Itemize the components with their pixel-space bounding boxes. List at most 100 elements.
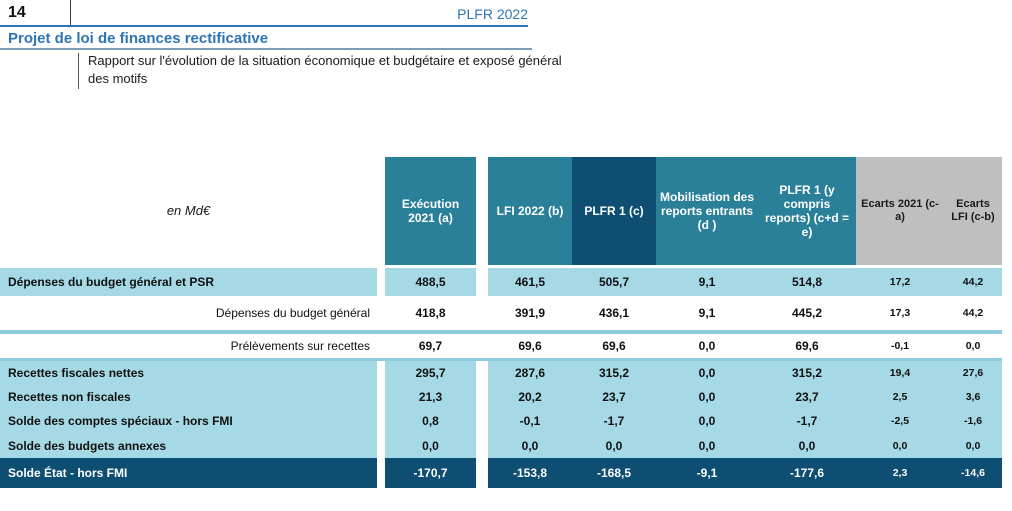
table-total-row: Solde État - hors FMI -170,7 -153,8 -168… (0, 458, 1002, 488)
cell-execution: -170,7 (385, 458, 476, 488)
cell-lfi: 287,6 (488, 361, 572, 385)
cell-execution: 295,7 (385, 361, 476, 385)
column-gutter (377, 433, 385, 458)
cell-plfr1: 0,0 (572, 433, 656, 458)
cell-plfr1: -1,7 (572, 409, 656, 433)
cell-plfr1-reports: 23,7 (758, 385, 856, 409)
cell-plfr1-reports: 69,6 (758, 334, 856, 358)
cell-reports: 0,0 (656, 361, 758, 385)
column-gutter (377, 296, 385, 330)
row-label: Dépenses du budget général et PSR (0, 268, 377, 296)
cell-ecart-2021: 2,3 (856, 458, 944, 488)
cell-ecart-lfi: 3,6 (944, 385, 1002, 409)
col-header-mobilisation-reports: Mobilisation des reports entrants (d ) (656, 157, 758, 265)
column-gutter (476, 296, 488, 330)
column-gutter (476, 385, 488, 409)
column-gutter (476, 268, 488, 296)
table-row: Solde des comptes spéciaux - hors FMI 0,… (0, 409, 1002, 433)
cell-reports: 9,1 (656, 296, 758, 330)
cell-ecart-2021: 0,0 (856, 433, 944, 458)
row-separator-line (0, 330, 1002, 334)
column-gutter (476, 433, 488, 458)
col-header-execution-2021: Exécution 2021 (a) (385, 157, 476, 265)
cell-ecart-lfi: 0,0 (944, 433, 1002, 458)
cell-ecart-lfi: -1,6 (944, 409, 1002, 433)
cell-ecart-lfi: 27,6 (944, 361, 1002, 385)
header-rule-top (0, 25, 528, 27)
cell-plfr1-reports: 0,0 (758, 433, 856, 458)
col-header-ecarts-2021: Ecarts 2021 (c-a) (856, 157, 944, 265)
col-header-plfr1: PLFR 1 (c) (572, 157, 656, 265)
row-label: Solde des comptes spéciaux - hors FMI (0, 409, 377, 433)
table-row: Recettes non fiscales 21,3 20,2 23,7 0,0… (0, 385, 1002, 409)
column-gutter (476, 409, 488, 433)
col-header-lfi-2022: LFI 2022 (b) (488, 157, 572, 265)
cell-execution: 418,8 (385, 296, 476, 330)
table-row: Recettes fiscales nettes 295,7 287,6 315… (0, 361, 1002, 385)
table-row: Dépenses du budget général et PSR 488,5 … (0, 268, 1002, 296)
cell-ecart-2021: -2,5 (856, 409, 944, 433)
document-title: Projet de loi de finances rectificative (8, 30, 269, 47)
cell-reports: 0,0 (656, 385, 758, 409)
page-number: 14 (8, 4, 26, 21)
cell-execution: 488,5 (385, 268, 476, 296)
cell-lfi: 69,6 (488, 334, 572, 358)
column-gutter (377, 334, 385, 358)
cell-lfi: -0,1 (488, 409, 572, 433)
row-label: Solde des budgets annexes (0, 433, 377, 458)
row-label: Dépenses du budget général (0, 296, 377, 330)
cell-lfi: 20,2 (488, 385, 572, 409)
row-label: Solde État - hors FMI (0, 458, 377, 488)
cell-plfr1-reports: -1,7 (758, 409, 856, 433)
column-gutter (377, 157, 385, 265)
cell-plfr1-reports: -177,6 (758, 458, 856, 488)
cell-execution: 21,3 (385, 385, 476, 409)
cell-reports: 9,1 (656, 268, 758, 296)
cell-plfr1: 505,7 (572, 268, 656, 296)
cell-execution: 0,8 (385, 409, 476, 433)
cell-plfr1-reports: 514,8 (758, 268, 856, 296)
header-vertical-divider (70, 0, 71, 25)
cell-lfi: 0,0 (488, 433, 572, 458)
column-gutter (377, 458, 385, 488)
cell-execution: 69,7 (385, 334, 476, 358)
cell-ecart-2021: 2,5 (856, 385, 944, 409)
row-label: Recettes fiscales nettes (0, 361, 377, 385)
budget-table: en Md€ Exécution 2021 (a) LFI 2022 (b) P… (0, 157, 1002, 488)
column-gutter (377, 409, 385, 433)
cell-ecart-lfi: 44,2 (944, 268, 1002, 296)
header-gap (0, 265, 1002, 268)
column-gutter (476, 458, 488, 488)
column-gutter (377, 361, 385, 385)
cell-reports: 0,0 (656, 334, 758, 358)
cell-lfi: -153,8 (488, 458, 572, 488)
cell-ecart-lfi: -14,6 (944, 458, 1002, 488)
subtitle-vertical-divider (78, 53, 79, 89)
cell-lfi: 461,5 (488, 268, 572, 296)
cell-plfr1: 23,7 (572, 385, 656, 409)
block-top-line (0, 358, 1002, 361)
column-gutter (377, 268, 385, 296)
row-label: Recettes non fiscales (0, 385, 377, 409)
cell-plfr1-reports: 315,2 (758, 361, 856, 385)
column-gutter (476, 334, 488, 358)
cell-ecart-lfi: 44,2 (944, 296, 1002, 330)
cell-ecart-2021: 17,2 (856, 268, 944, 296)
table-row: Solde des budgets annexes 0,0 0,0 0,0 0,… (0, 433, 1002, 458)
row-label: Prélèvements sur recettes (0, 334, 377, 358)
unit-label: en Md€ (0, 157, 377, 265)
header-rule-bottom (0, 48, 532, 50)
cell-ecart-lfi: 0,0 (944, 334, 1002, 358)
table-row: Prélèvements sur recettes 69,7 69,6 69,6… (0, 334, 1002, 358)
cell-plfr1: 69,6 (572, 334, 656, 358)
table-row: Dépenses du budget général 418,8 391,9 4… (0, 296, 1002, 330)
table-header-row: en Md€ Exécution 2021 (a) LFI 2022 (b) P… (0, 157, 1002, 265)
cell-lfi: 391,9 (488, 296, 572, 330)
cell-execution: 0,0 (385, 433, 476, 458)
cell-plfr1: -168,5 (572, 458, 656, 488)
cell-ecart-2021: 17,3 (856, 296, 944, 330)
col-header-ecarts-lfi: Ecarts LFI (c-b) (944, 157, 1002, 265)
cell-ecart-2021: -0,1 (856, 334, 944, 358)
column-gutter (476, 157, 488, 265)
column-gutter (377, 385, 385, 409)
